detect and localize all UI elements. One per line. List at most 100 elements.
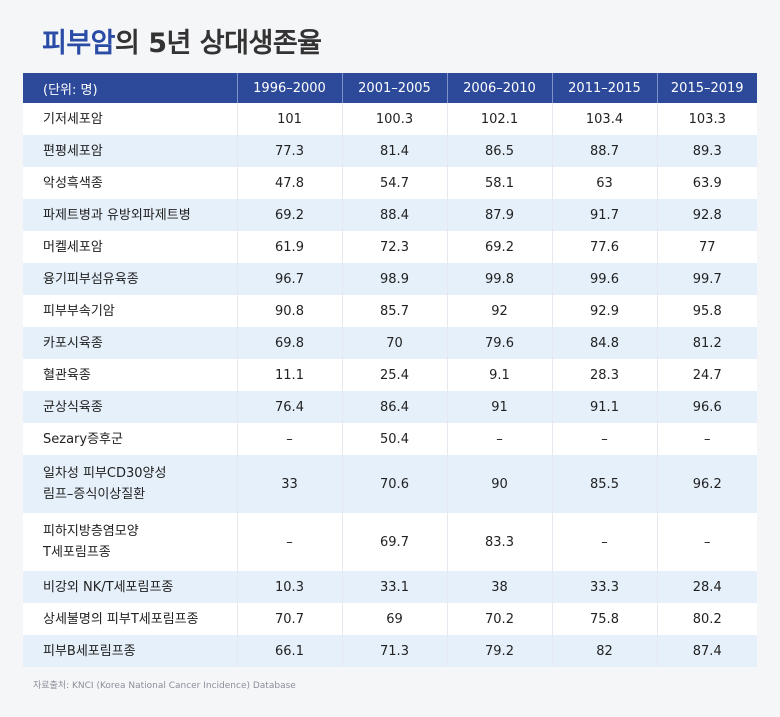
rate-cell: 69 [342, 603, 448, 635]
header-unit: (단위: 명) [23, 73, 238, 103]
header-period: 2006–2010 [447, 73, 553, 103]
cancer-type: 카포시육종 [23, 327, 238, 359]
rate-cell: 66.1 [237, 635, 343, 667]
rate-cell: 96.6 [657, 391, 757, 423]
rate-cell: 96.7 [237, 263, 343, 295]
rate-cell: 91 [447, 391, 553, 423]
cancer-type: 피하지방층염모양 T세포림프종 [23, 513, 238, 571]
rate-cell: 92 [447, 295, 553, 327]
rate-cell: – [552, 423, 658, 455]
cancer-type: 균상식육종 [23, 391, 238, 423]
rate-cell: 99.6 [552, 263, 658, 295]
rate-cell: 92.8 [657, 199, 757, 231]
cancer-type: 융기피부섬유육종 [23, 263, 238, 295]
rate-cell: 58.1 [447, 167, 553, 199]
rate-cell: – [237, 423, 343, 455]
rate-cell: 79.6 [447, 327, 553, 359]
rate-cell: 38 [447, 571, 553, 603]
rate-cell: 101 [237, 103, 343, 135]
table-row: 비강외 NK/T세포림프종 10.3 33.1 38 33.3 28.4 [23, 571, 757, 603]
rate-cell: 103.4 [552, 103, 658, 135]
cancer-type-line: 림프–증식이상질환 [43, 487, 146, 502]
table-row: 파제트병과 유방외파제트병 69.2 88.4 87.9 91.7 92.8 [23, 199, 757, 231]
rate-cell: 70.6 [342, 455, 448, 513]
rate-cell: 25.4 [342, 359, 448, 391]
table-row: 머켈세포암 61.9 72.3 69.2 77.6 77 [23, 231, 757, 263]
rate-cell: 87.9 [447, 199, 553, 231]
table-row: Sezary증후군 – 50.4 – – – [23, 423, 757, 455]
rate-cell: 24.7 [657, 359, 757, 391]
table-header-row: (단위: 명) 1996–2000 2001–2005 2006–2010 20… [23, 73, 757, 103]
rate-cell: 77 [657, 231, 757, 263]
rate-cell: 100.3 [342, 103, 448, 135]
cancer-type: 악성흑색종 [23, 167, 238, 199]
rate-cell: 72.3 [342, 231, 448, 263]
cancer-type: 일차성 피부CD30양성 림프–증식이상질환 [23, 455, 238, 513]
table-row: 상세불명의 피부T세포림프종 70.7 69 70.2 75.8 80.2 [23, 603, 757, 635]
rate-cell: 69.2 [447, 231, 553, 263]
rate-cell: 77.6 [552, 231, 658, 263]
cancer-type: 기저세포암 [23, 103, 238, 135]
rate-cell: 77.3 [237, 135, 343, 167]
rate-cell: 99.8 [447, 263, 553, 295]
table-row: 악성흑색종 47.8 54.7 58.1 63 63.9 [23, 167, 757, 199]
rate-cell: 96.2 [657, 455, 757, 513]
header-period: 1996–2000 [237, 73, 343, 103]
header-period: 2001–2005 [342, 73, 448, 103]
cancer-type: 편평세포암 [23, 135, 238, 167]
rate-cell: 76.4 [237, 391, 343, 423]
table-row: 카포시육종 69.8 70 79.6 84.8 81.2 [23, 327, 757, 359]
rate-cell: 91.1 [552, 391, 658, 423]
rate-cell: 47.8 [237, 167, 343, 199]
rate-cell: 70.2 [447, 603, 553, 635]
header-period: 2011–2015 [552, 73, 658, 103]
rate-cell: 90 [447, 455, 553, 513]
rate-cell: 85.5 [552, 455, 658, 513]
rate-cell: 81.4 [342, 135, 448, 167]
rate-cell: 10.3 [237, 571, 343, 603]
cancer-type: 머켈세포암 [23, 231, 238, 263]
table-row: 융기피부섬유육종 96.7 98.9 99.8 99.6 99.7 [23, 263, 757, 295]
rate-cell: 92.9 [552, 295, 658, 327]
table-row: 피하지방층염모양 T세포림프종 – 69.7 83.3 – – [23, 513, 757, 571]
cancer-type: 상세불명의 피부T세포림프종 [23, 603, 238, 635]
cancer-type: 피부B세포림프종 [23, 635, 238, 667]
rate-cell: 82 [552, 635, 658, 667]
rate-cell: 103.3 [657, 103, 757, 135]
cancer-type: 파제트병과 유방외파제트병 [23, 199, 238, 231]
rate-cell: 86.5 [447, 135, 553, 167]
page-title: 피부암의 5년 상대생존율 [42, 26, 322, 62]
rate-cell: 85.7 [342, 295, 448, 327]
rate-cell: 83.3 [447, 513, 553, 571]
header-period: 2015–2019 [657, 73, 757, 103]
rate-cell: 69.7 [342, 513, 448, 571]
rate-cell: 80.2 [657, 603, 757, 635]
rate-cell: 69.2 [237, 199, 343, 231]
rate-cell: 69.8 [237, 327, 343, 359]
rate-cell: 33.3 [552, 571, 658, 603]
table-row: 일차성 피부CD30양성 림프–증식이상질환 33 70.6 90 85.5 9… [23, 455, 757, 513]
rate-cell: 11.1 [237, 359, 343, 391]
rate-cell: 63.9 [657, 167, 757, 199]
rate-cell: – [447, 423, 553, 455]
table-row: 균상식육종 76.4 86.4 91 91.1 96.6 [23, 391, 757, 423]
source-note: 자료출처: KNCI (Korea National Cancer Incide… [33, 681, 296, 691]
cancer-type: Sezary증후군 [23, 423, 238, 455]
page-title-accent: 피부암 [42, 28, 116, 59]
table-row: 피부부속기암 90.8 85.7 92 92.9 95.8 [23, 295, 757, 327]
cancer-type: 혈관육종 [23, 359, 238, 391]
table-row: 혈관육종 11.1 25.4 9.1 28.3 24.7 [23, 359, 757, 391]
survival-rate-table: (단위: 명) 1996–2000 2001–2005 2006–2010 20… [23, 73, 757, 667]
rate-cell: – [657, 513, 757, 571]
cancer-type-line: 피하지방층염모양 [43, 524, 139, 539]
table-row: 편평세포암 77.3 81.4 86.5 88.7 89.3 [23, 135, 757, 167]
cancer-type-line: T세포림프종 [43, 545, 111, 560]
rate-cell: 99.7 [657, 263, 757, 295]
cancer-type: 피부부속기암 [23, 295, 238, 327]
rate-cell: 88.4 [342, 199, 448, 231]
rate-cell: 70.7 [237, 603, 343, 635]
rate-cell: 28.3 [552, 359, 658, 391]
rate-cell: 70 [342, 327, 448, 359]
rate-cell: 98.9 [342, 263, 448, 295]
rate-cell: – [657, 423, 757, 455]
